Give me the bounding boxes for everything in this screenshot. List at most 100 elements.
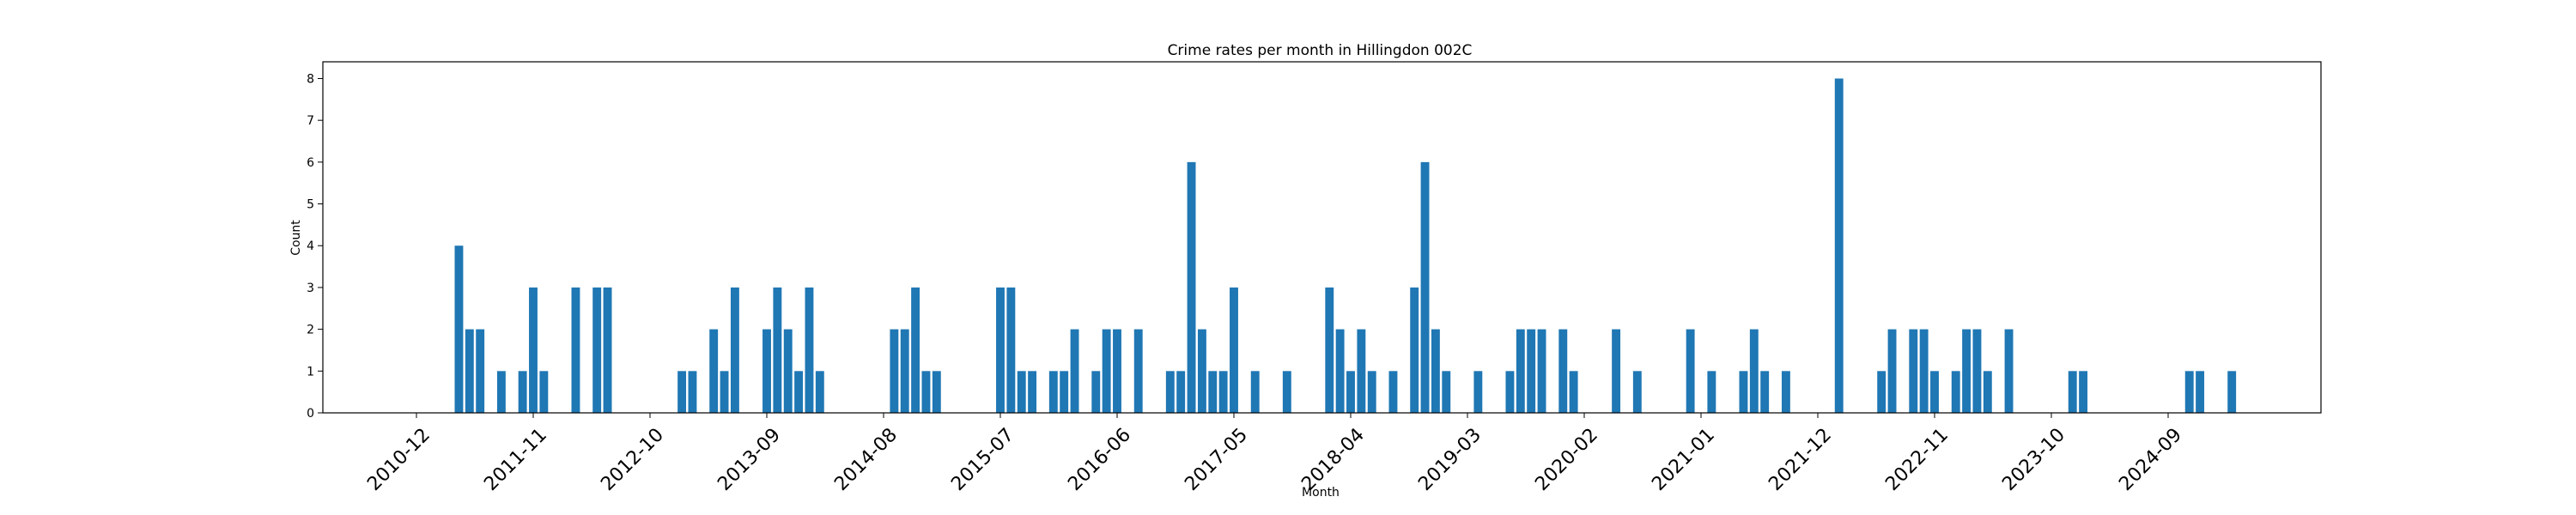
bar-2023-06 <box>2004 329 2014 413</box>
bar-2013-10 <box>773 287 782 413</box>
bar-2024-12 <box>2196 371 2205 413</box>
bar-2014-11 <box>911 287 920 413</box>
bar-2019-08 <box>1516 329 1525 413</box>
bar-2012-03 <box>571 287 580 413</box>
bar-2012-06 <box>603 287 612 413</box>
bar-2017-02 <box>1197 329 1206 413</box>
bar-2011-06 <box>476 329 485 413</box>
bar-2021-05 <box>1739 371 1748 413</box>
bar-2018-04 <box>1346 371 1355 413</box>
bar-2011-04 <box>454 245 464 413</box>
bar-2021-02 <box>1707 371 1716 413</box>
bar-2013-05 <box>720 371 729 413</box>
plot-frame <box>322 61 2322 414</box>
bar-2019-12 <box>1558 329 1568 413</box>
bar-2017-01 <box>1187 161 1196 414</box>
bar-2013-01 <box>677 371 687 413</box>
bar-2016-11 <box>1165 371 1175 413</box>
bar-2017-10 <box>1282 371 1291 413</box>
bar-2022-09 <box>1909 329 1918 413</box>
bar-2013-04 <box>709 329 719 413</box>
bar-2015-12 <box>1048 371 1058 413</box>
bar-2021-07 <box>1760 371 1770 413</box>
bar-2021-09 <box>1781 371 1790 413</box>
bar-2024-01 <box>2079 371 2088 413</box>
y-axis-label: Count <box>289 220 303 256</box>
bar-2023-12 <box>2068 371 2077 413</box>
bar-2018-02 <box>1325 287 1334 413</box>
bar-2019-01 <box>1442 371 1451 413</box>
bar-2017-07 <box>1250 371 1260 413</box>
bar-2022-06 <box>1877 371 1886 413</box>
bar-2016-08 <box>1133 329 1143 413</box>
x-axis-label: Month <box>1302 486 1340 500</box>
y-tick-label: 8 <box>307 72 314 86</box>
bar-2023-04 <box>1983 371 1992 413</box>
bar-2015-10 <box>1028 371 1037 413</box>
bar-2016-04 <box>1091 371 1101 413</box>
bar-2015-09 <box>1017 371 1026 413</box>
y-tick-label: 7 <box>307 114 314 128</box>
bar-2017-04 <box>1218 371 1228 413</box>
bar-2024-11 <box>2184 371 2194 413</box>
bar-2022-10 <box>1919 329 1929 413</box>
bar-2019-04 <box>1473 371 1483 413</box>
bar-2022-11 <box>1930 371 1939 413</box>
bar-2018-08 <box>1388 371 1398 413</box>
bar-2019-09 <box>1527 329 1536 413</box>
bar-2011-10 <box>518 371 527 413</box>
bar-2016-01 <box>1060 371 1069 413</box>
bar-2016-12 <box>1176 371 1186 413</box>
bar-2025-03 <box>2227 371 2237 413</box>
bar-2022-02 <box>1834 78 1844 413</box>
bar-2022-07 <box>1887 329 1897 413</box>
bar-2018-05 <box>1357 329 1366 413</box>
y-tick-label: 3 <box>307 282 314 295</box>
bar-2018-03 <box>1335 329 1345 413</box>
bar-2023-02 <box>1962 329 1971 413</box>
bar-2019-10 <box>1537 329 1546 413</box>
y-tick-label: 5 <box>307 198 314 212</box>
bar-2013-06 <box>730 287 739 413</box>
bar-2011-05 <box>465 329 474 413</box>
chart-title: Crime rates per month in Hillingdon 002C <box>1168 42 1473 59</box>
bars-group <box>454 78 2237 414</box>
bar-2011-12 <box>539 371 549 413</box>
bar-2013-09 <box>762 329 771 413</box>
bar-2023-01 <box>1951 371 1960 413</box>
bar-2011-08 <box>496 371 506 413</box>
bar-2015-01 <box>932 371 941 413</box>
bar-2014-01 <box>805 287 814 413</box>
bar-2020-01 <box>1569 371 1578 413</box>
y-tick-label: 2 <box>307 324 314 337</box>
bar-2017-03 <box>1208 371 1218 413</box>
bar-2019-07 <box>1505 371 1515 413</box>
bar-2023-03 <box>1972 329 1982 413</box>
bar-2014-02 <box>815 371 824 413</box>
bar-2011-11 <box>529 287 538 413</box>
bar-2016-02 <box>1070 329 1079 413</box>
bar-2014-12 <box>921 371 931 413</box>
bar-2015-07 <box>996 287 1005 413</box>
bar-2015-08 <box>1006 287 1016 413</box>
bar-2014-09 <box>890 329 899 413</box>
y-tick-label: 6 <box>307 156 314 170</box>
y-tick-label: 4 <box>307 239 314 253</box>
bar-2018-11 <box>1420 161 1430 414</box>
y-tick-label: 1 <box>307 365 314 379</box>
bar-2018-06 <box>1367 371 1376 413</box>
y-axis: 0 1 2 3 4 5 6 7 8 <box>307 72 323 421</box>
bar-2012-05 <box>592 287 602 413</box>
bar-2014-10 <box>900 329 909 413</box>
bar-2013-02 <box>688 371 697 413</box>
bar-2020-05 <box>1612 329 1621 413</box>
bar-2017-05 <box>1230 287 1238 413</box>
bar-2020-07 <box>1632 371 1642 413</box>
y-tick-label: 0 <box>307 407 314 421</box>
bar-2018-12 <box>1431 329 1440 413</box>
bar-2013-12 <box>794 371 804 413</box>
bar-2020-12 <box>1686 329 1695 413</box>
bar-2018-10 <box>1410 287 1419 413</box>
